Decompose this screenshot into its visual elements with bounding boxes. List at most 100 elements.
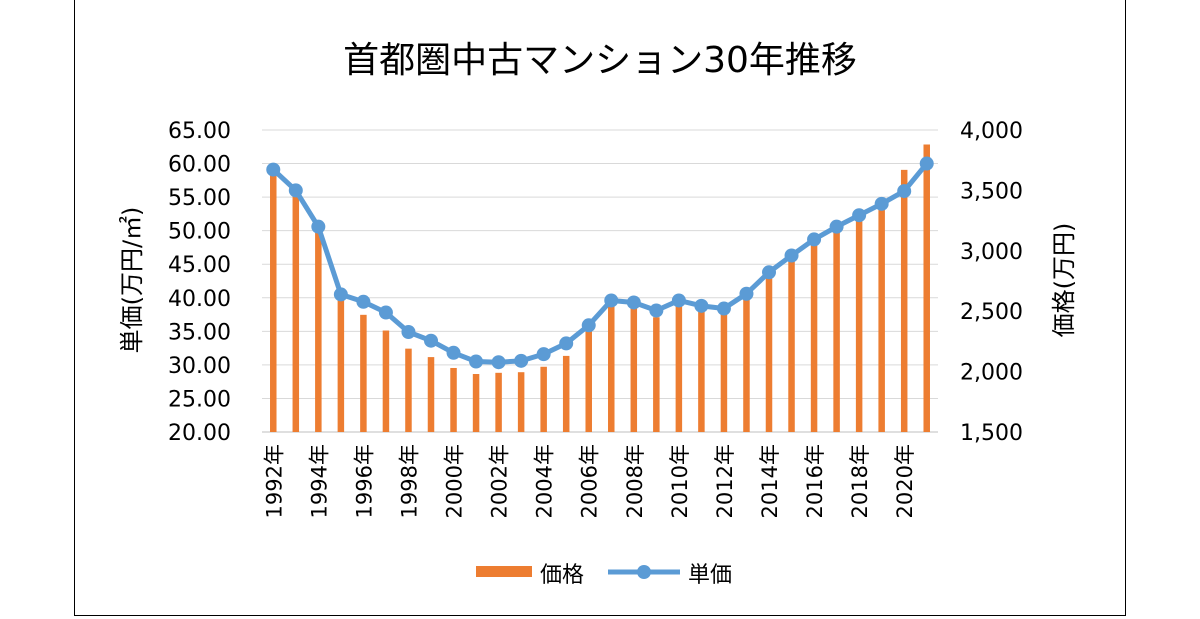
legend-swatch-unit-price-marker xyxy=(637,565,651,579)
bar xyxy=(315,232,322,432)
left-tick-label: 55.00 xyxy=(168,186,231,211)
bar xyxy=(608,297,615,432)
data-point xyxy=(514,353,529,368)
gridlines xyxy=(262,129,938,433)
bar xyxy=(630,303,638,432)
right-axis-ticks: 4,000 3,500 3,000 2,500 2,000 1,500 xyxy=(960,119,1023,446)
x-tick-label: 2004年 xyxy=(533,444,557,518)
data-point xyxy=(694,298,709,313)
data-point xyxy=(807,232,822,247)
bar xyxy=(810,242,818,432)
data-point xyxy=(288,183,303,198)
legend-label-price: 価格 xyxy=(540,563,584,588)
x-tick-label: 2012年 xyxy=(713,444,737,518)
left-tick-label: 35.00 xyxy=(168,320,231,345)
x-tick-label: 2010年 xyxy=(668,444,692,518)
bar xyxy=(855,214,863,432)
legend-label-unit-price: 単価 xyxy=(688,563,732,588)
legend: 価格 単価 xyxy=(476,563,732,588)
data-point xyxy=(401,325,416,340)
data-point xyxy=(829,219,844,234)
bar xyxy=(450,367,457,432)
right-tick-label: 1,500 xyxy=(960,421,1023,446)
x-tick-label: 2006年 xyxy=(578,444,602,518)
data-point xyxy=(604,293,619,308)
data-point xyxy=(649,303,664,318)
bar xyxy=(427,357,435,432)
data-point xyxy=(897,184,912,199)
left-tick-label: 45.00 xyxy=(168,253,231,278)
left-tick-label: 30.00 xyxy=(168,354,231,379)
x-tick-label: 1992年 xyxy=(262,444,286,518)
bar xyxy=(292,196,300,432)
data-point xyxy=(491,355,506,370)
bar xyxy=(540,366,547,432)
bar xyxy=(788,260,795,432)
x-tick-label: 2000年 xyxy=(443,444,467,518)
data-point xyxy=(762,265,776,280)
bar xyxy=(900,169,908,432)
bar-series-price xyxy=(270,144,930,433)
x-tick-label: 2014年 xyxy=(758,444,782,518)
x-tick-label: 2018年 xyxy=(848,444,872,518)
data-point xyxy=(424,333,438,348)
chart-title: 首都圏中古マンション30年推移 xyxy=(343,40,857,81)
bar xyxy=(405,348,412,432)
bar xyxy=(337,296,345,432)
data-point xyxy=(626,295,641,310)
data-point xyxy=(469,354,484,369)
bar xyxy=(698,309,705,432)
data-point xyxy=(311,219,326,234)
bar xyxy=(923,144,930,432)
line-series-unit-price xyxy=(266,156,934,370)
right-tick-label: 4,000 xyxy=(960,119,1023,144)
bar xyxy=(675,301,683,432)
data-point xyxy=(739,286,754,301)
data-point xyxy=(356,294,371,309)
series-line xyxy=(271,161,929,365)
data-point xyxy=(852,208,867,223)
bar xyxy=(585,330,592,432)
x-tick-label: 1998年 xyxy=(397,444,421,518)
bar xyxy=(360,314,367,432)
data-point xyxy=(671,293,686,308)
x-tick-label: 2008年 xyxy=(623,444,647,518)
bar xyxy=(833,229,840,432)
left-tick-label: 50.00 xyxy=(168,220,231,245)
data-point xyxy=(536,347,551,362)
data-point xyxy=(266,162,281,177)
data-point xyxy=(333,287,348,302)
bar xyxy=(382,330,390,432)
left-axis-label: 単価(万円/㎡) xyxy=(118,207,146,354)
data-point xyxy=(784,248,799,263)
data-point xyxy=(919,156,934,171)
x-tick-label: 1996年 xyxy=(352,444,376,518)
x-tick-label: 2016年 xyxy=(803,444,827,518)
x-tick-label: 1994年 xyxy=(307,444,331,518)
left-axis-ticks: 65.00 60.00 55.00 50.00 45.00 40.00 35.00 30.00… xyxy=(168,119,231,446)
bar xyxy=(743,296,750,432)
x-axis-ticks: 1992年 1994年 1996年 1998年 2000年 2002年 2004年 2006年… xyxy=(262,444,917,518)
data-point xyxy=(581,318,596,333)
right-tick-label: 2,500 xyxy=(960,300,1023,325)
left-tick-label: 25.00 xyxy=(168,387,231,412)
bar xyxy=(517,372,525,432)
chart-frame xyxy=(74,0,1126,616)
right-tick-label: 2,000 xyxy=(960,361,1023,386)
bar xyxy=(562,355,570,432)
bar xyxy=(270,174,277,433)
data-point xyxy=(874,196,889,211)
bar xyxy=(472,374,480,432)
bar xyxy=(765,277,773,432)
legend-swatch-price xyxy=(476,566,532,577)
bar xyxy=(653,317,660,432)
data-point xyxy=(378,305,393,320)
x-tick-label: 2020年 xyxy=(893,444,917,518)
left-tick-label: 40.00 xyxy=(168,287,231,312)
left-tick-label: 65.00 xyxy=(168,119,231,144)
x-tick-label: 2002年 xyxy=(488,444,512,518)
bar xyxy=(720,308,728,432)
right-tick-label: 3,500 xyxy=(960,179,1023,204)
bar xyxy=(495,372,502,432)
